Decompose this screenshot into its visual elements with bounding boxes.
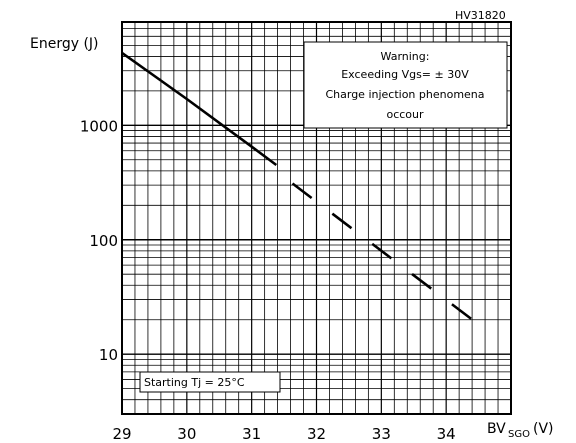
y-axis-label: Energy (J): [30, 36, 99, 52]
x-tick-label: 34: [437, 425, 456, 443]
warning-box: Warning: Exceeding Vgs= ± 30V Charge inj…: [303, 41, 508, 129]
condition-box-border: [139, 371, 281, 393]
y-tick-label: 10: [99, 346, 118, 364]
x-tick-labels: 29 30 31 32 33 34: [112, 425, 455, 443]
series-layer: [121, 51, 488, 332]
warning-line-2: Charge injection phenomena: [325, 88, 484, 101]
condition-box: Starting Tj = 25°C: [139, 371, 281, 393]
warning-box-border: [303, 41, 508, 129]
x-tick-label: 29: [112, 425, 131, 443]
x-axis-label: BV SGO (V): [487, 421, 554, 440]
warning-title: Warning:: [381, 50, 430, 63]
x-tick-label: 30: [177, 425, 196, 443]
y-tick-labels: 10 100 1000: [80, 117, 118, 364]
energy-curve-solid: [121, 51, 278, 167]
starting-tj-note: Starting Tj = 25°C: [144, 376, 245, 389]
warning-line-1: Exceeding Vgs= ± 30V: [341, 68, 469, 81]
figure-code: HV31820: [455, 9, 506, 22]
x-tick-label: 32: [307, 425, 326, 443]
y-tick-label: 1000: [80, 117, 118, 135]
plot-frame: [121, 21, 512, 415]
chart-grid: [121, 21, 512, 415]
x-axis-label-main: BV: [487, 421, 506, 437]
x-tick-label: 33: [372, 425, 391, 443]
y-tick-label: 100: [89, 232, 118, 250]
x-axis-label-sub: SGO: [508, 429, 530, 440]
energy-curve-dashed: [291, 182, 488, 332]
x-axis-label-unit: (V): [533, 421, 554, 437]
x-tick-label: 31: [242, 425, 261, 443]
warning-line-3: occour: [386, 108, 424, 121]
